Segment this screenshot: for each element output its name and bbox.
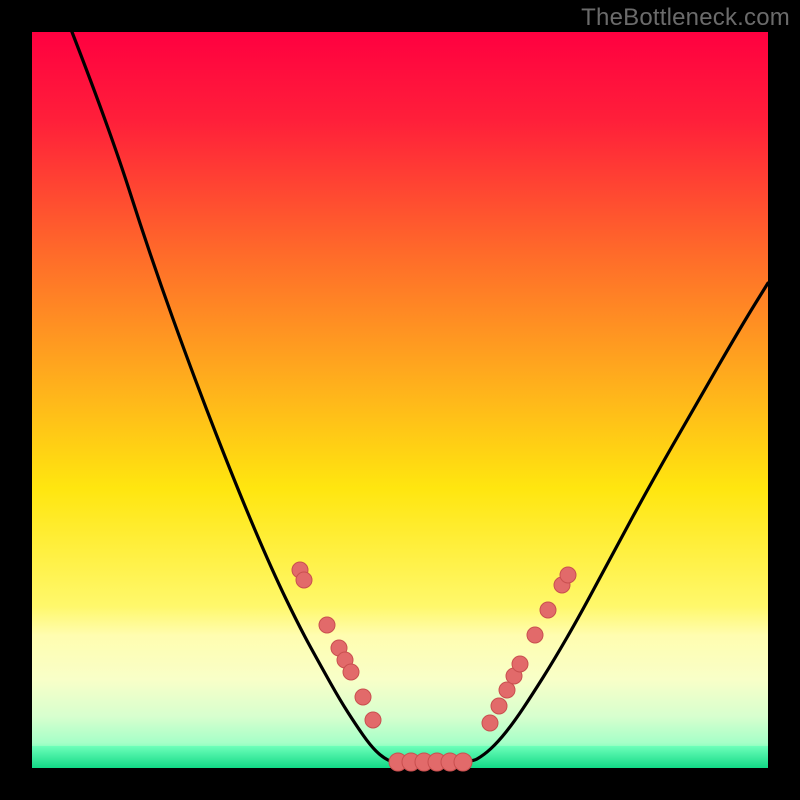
- data-marker: [343, 664, 359, 680]
- data-marker: [499, 682, 515, 698]
- gradient-background: [32, 32, 768, 768]
- data-marker: [454, 753, 472, 771]
- data-marker: [482, 715, 498, 731]
- data-marker: [512, 656, 528, 672]
- data-marker: [540, 602, 556, 618]
- watermark-text: TheBottleneck.com: [581, 4, 790, 32]
- data-marker: [560, 567, 576, 583]
- data-marker: [527, 627, 543, 643]
- data-marker: [491, 698, 507, 714]
- data-marker: [365, 712, 381, 728]
- data-marker: [296, 572, 312, 588]
- marker-group-flat: [389, 753, 472, 771]
- bottleneck-chart: [0, 0, 800, 800]
- data-marker: [319, 617, 335, 633]
- data-marker: [355, 689, 371, 705]
